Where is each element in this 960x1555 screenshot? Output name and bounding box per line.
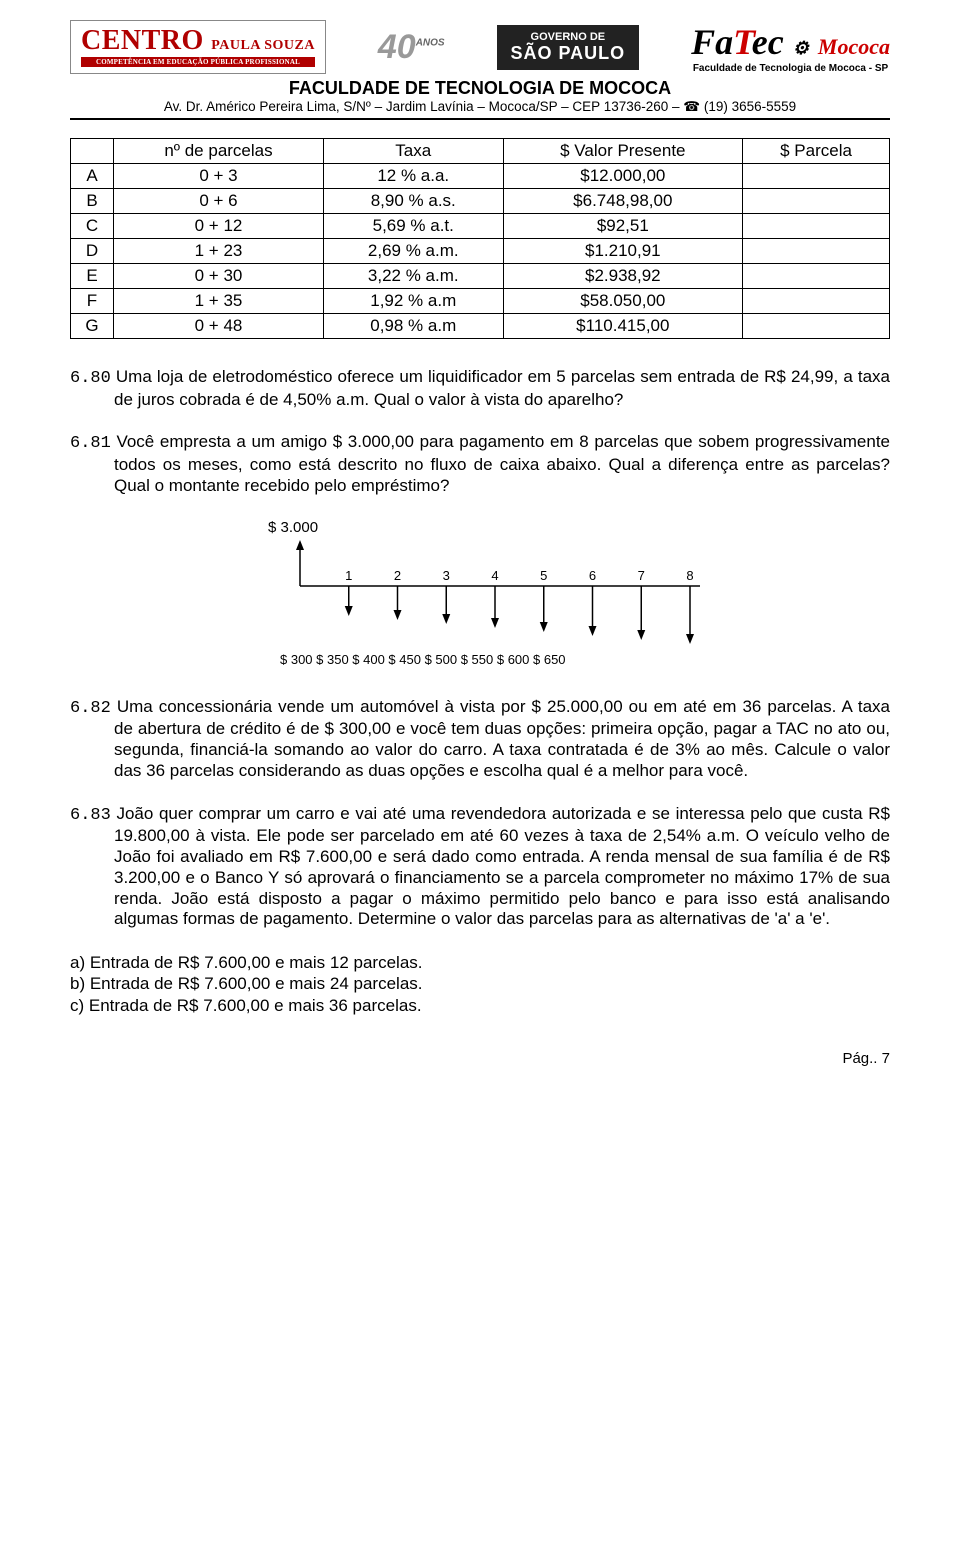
table-cell: G [71, 314, 114, 339]
table-cell [743, 189, 890, 214]
table-cell [743, 239, 890, 264]
th-parcelas: nº de parcelas [114, 139, 324, 164]
table-row: C0 + 125,69 % a.t.$92,51 [71, 214, 890, 239]
logo-cps: CENTRO PAULA SOUZA COMPETÊNCIA EM EDUCAÇ… [70, 20, 326, 74]
alternatives-list: a) Entrada de R$ 7.600,00 e mais 12 parc… [70, 952, 890, 1016]
anos-num: 40 [378, 28, 416, 66]
table-cell [743, 264, 890, 289]
th-parcela: $ Parcela [743, 139, 890, 164]
table-cell: C [71, 214, 114, 239]
table-cell: 1 + 35 [114, 289, 324, 314]
table-row: B0 + 68,90 % a.s.$6.748,98,00 [71, 189, 890, 214]
table-row: F1 + 351,92 % a.m$58.050,00 [71, 289, 890, 314]
table-cell: 5,69 % a.t. [323, 214, 503, 239]
table-cell: A [71, 164, 114, 189]
alternative-line: c) Entrada de R$ 7.600,00 e mais 36 parc… [70, 995, 890, 1016]
table-row: A0 + 312 % a.a.$12.000,00 [71, 164, 890, 189]
table-cell [743, 314, 890, 339]
table-row: G0 + 480,98 % a.m$110.415,00 [71, 314, 890, 339]
table-cell: 0 + 3 [114, 164, 324, 189]
svg-text:8: 8 [686, 568, 693, 583]
sp-top: GOVERNO DE [531, 31, 606, 43]
fatec-city: Mococa [818, 34, 890, 59]
diagram-values-row: $ 300 $ 350 $ 400 $ 450 $ 500 $ 550 $ 60… [280, 652, 710, 667]
cps-word2: PAULA SOUZA [211, 38, 315, 53]
anos-sup: ANOS [416, 37, 445, 48]
table-cell: B [71, 189, 114, 214]
th-taxa: Taxa [323, 139, 503, 164]
svg-text:1: 1 [345, 568, 352, 583]
q-num: 6.83 [70, 806, 111, 825]
cashflow-diagram: $ 3.000 12345678 $ 300 $ 350 $ 400 $ 450… [280, 519, 710, 667]
q-num: 6.82 [70, 699, 111, 718]
address-line: Av. Dr. Américo Pereira Lima, S/Nº – Jar… [70, 99, 890, 120]
table-row: D1 + 232,69 % a.m.$1.210,91 [71, 239, 890, 264]
logo-fatec: FaTec ⚙ Mococa Faculdade de Tecnologia d… [691, 21, 890, 74]
q-text: Você empresta a um amigo $ 3.000,00 para… [111, 432, 890, 494]
question-6-83: 6.83 João quer comprar um carro e vai at… [70, 804, 890, 930]
table-cell: 0 + 30 [114, 264, 324, 289]
table-cell: 0,98 % a.m [323, 314, 503, 339]
fatec-sub: Faculdade de Tecnologia de Mococa - SP [693, 63, 888, 74]
table-cell: F [71, 289, 114, 314]
question-6-82: 6.82 Uma concessionária vende um automóv… [70, 697, 890, 782]
table-cell: 3,22 % a.m. [323, 264, 503, 289]
table-cell: 12 % a.a. [323, 164, 503, 189]
logo-40anos: 40ANOS [378, 28, 445, 67]
svg-text:6: 6 [589, 568, 596, 583]
alternative-line: a) Entrada de R$ 7.600,00 e mais 12 parc… [70, 952, 890, 973]
q-text: Uma concessionária vende um automóvel à … [111, 697, 890, 780]
table-cell [743, 289, 890, 314]
table-cell [743, 214, 890, 239]
table-cell: $12.000,00 [503, 164, 743, 189]
q-text: Uma loja de eletrodoméstico oferece um l… [111, 367, 890, 409]
table-header-row: nº de parcelas Taxa $ Valor Presente $ P… [71, 139, 890, 164]
fatec-gear-icon: ⚙ [793, 38, 809, 58]
sp-big: SÃO PAULO [511, 43, 626, 63]
table-row: E0 + 303,22 % a.m.$2.938,92 [71, 264, 890, 289]
table-cell: 2,69 % a.m. [323, 239, 503, 264]
page: CENTRO PAULA SOUZA COMPETÊNCIA EM EDUCAÇ… [0, 0, 960, 1097]
table-cell: 0 + 12 [114, 214, 324, 239]
q-text: João quer comprar um carro e vai até uma… [111, 804, 890, 929]
svg-text:3: 3 [443, 568, 450, 583]
table-cell: 8,90 % a.s. [323, 189, 503, 214]
logo-sp-gov: GOVERNO DE SÃO PAULO [497, 25, 640, 70]
q-num: 6.80 [70, 369, 111, 388]
table-cell: 1 + 23 [114, 239, 324, 264]
table-cell [743, 164, 890, 189]
svg-text:5: 5 [540, 568, 547, 583]
table-cell: D [71, 239, 114, 264]
table-cell: 0 + 48 [114, 314, 324, 339]
question-6-80: 6.80 Uma loja de eletrodoméstico oferece… [70, 367, 890, 410]
fatec-word: FaTec [691, 22, 784, 62]
page-footer: Pág.. 7 [70, 1050, 890, 1067]
table-cell: $6.748,98,00 [503, 189, 743, 214]
svg-text:2: 2 [394, 568, 401, 583]
diagram-top-label: $ 3.000 [268, 519, 710, 536]
table-cell: $110.415,00 [503, 314, 743, 339]
header-logos: CENTRO PAULA SOUZA COMPETÊNCIA EM EDUCAÇ… [70, 20, 890, 74]
installment-table: nº de parcelas Taxa $ Valor Presente $ P… [70, 138, 890, 339]
table-cell: $58.050,00 [503, 289, 743, 314]
table-cell: 0 + 6 [114, 189, 324, 214]
th-blank [71, 139, 114, 164]
alternative-line: b) Entrada de R$ 7.600,00 e mais 24 parc… [70, 973, 890, 994]
table-cell: $1.210,91 [503, 239, 743, 264]
table-cell: $92,51 [503, 214, 743, 239]
table-cell: $2.938,92 [503, 264, 743, 289]
th-vp: $ Valor Presente [503, 139, 743, 164]
cps-sub: COMPETÊNCIA EM EDUCAÇÃO PÚBLICA PROFISSI… [81, 57, 315, 67]
svg-text:7: 7 [638, 568, 645, 583]
faculty-title: FACULDADE DE TECNOLOGIA DE MOCOCA [70, 78, 890, 99]
q-num: 6.81 [70, 434, 111, 453]
question-6-81: 6.81 Você empresta a um amigo $ 3.000,00… [70, 432, 890, 496]
table-cell: E [71, 264, 114, 289]
table-cell: 1,92 % a.m [323, 289, 503, 314]
flow-svg: 1 2 3 4 5 6 7 8 [280, 538, 710, 648]
cps-word1: CENTRO [81, 25, 204, 56]
svg-text:4: 4 [491, 568, 498, 583]
